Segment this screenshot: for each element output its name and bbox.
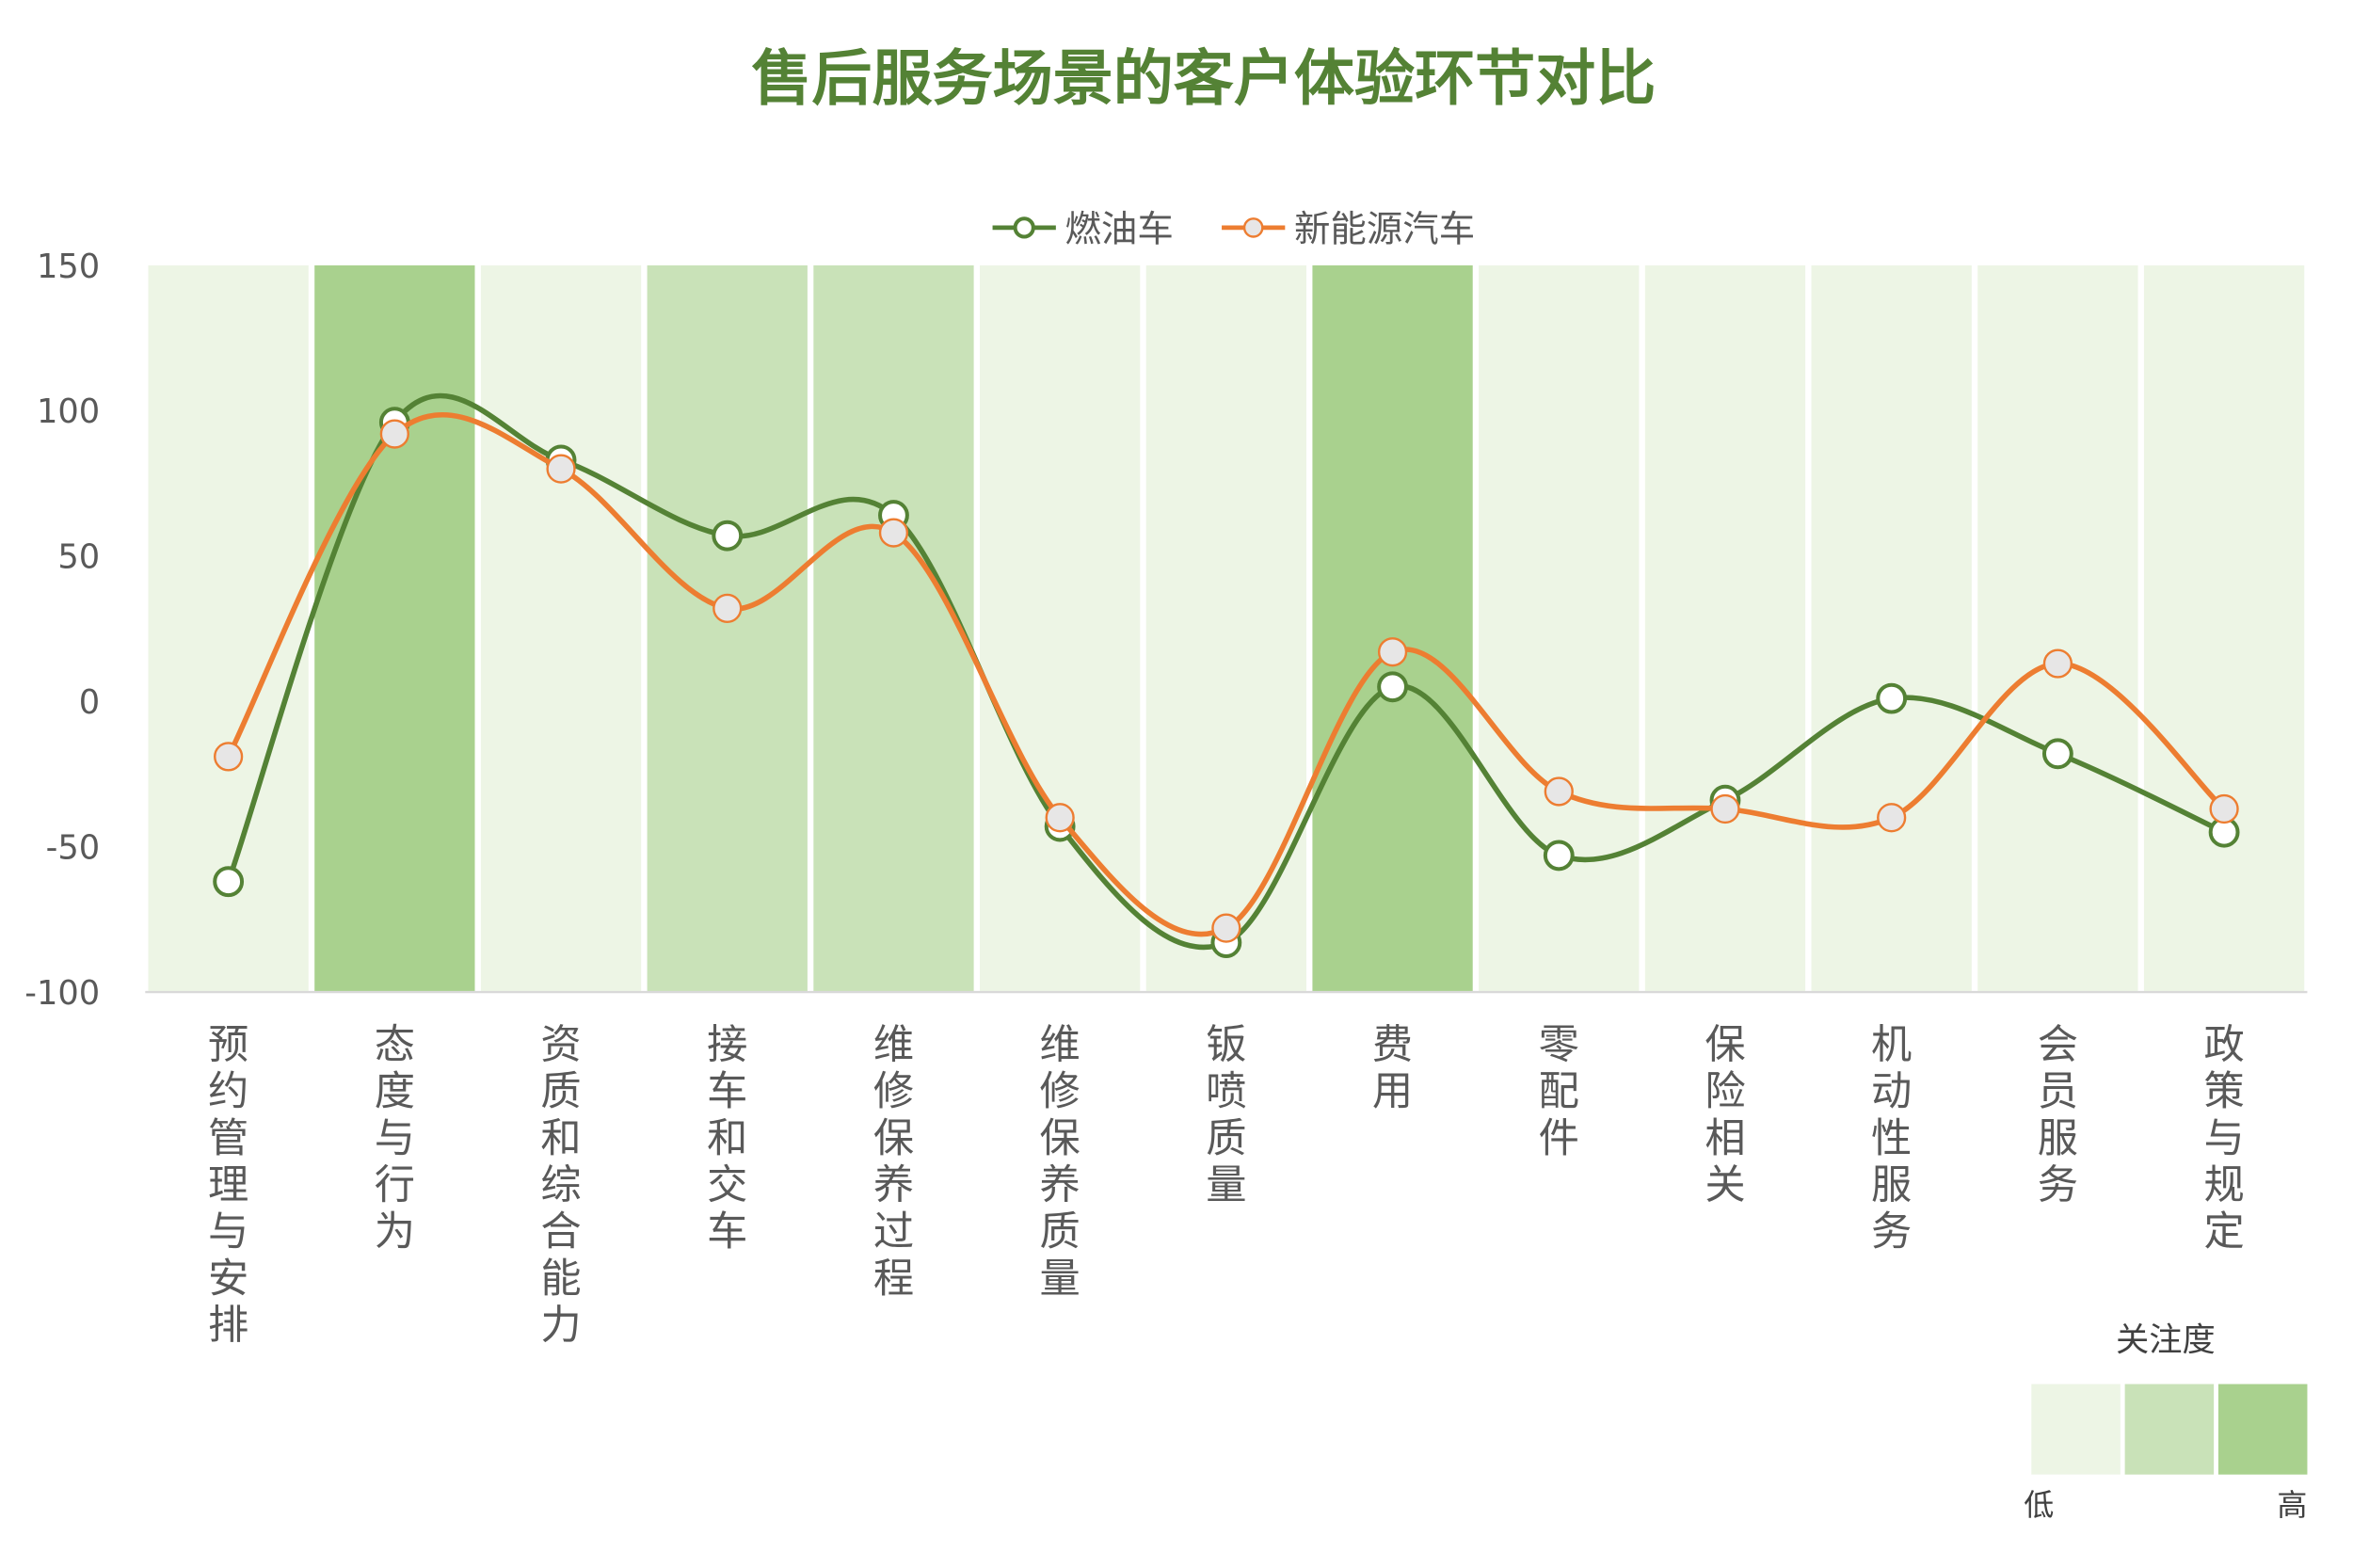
x-tick-label: 态度与行为 — [375, 1022, 415, 1256]
y-tick-label: 150 — [37, 248, 100, 286]
x-tick-label: 钣喷质量 — [1206, 1022, 1246, 1209]
x-tick-label: 预约管理与安排 — [208, 1022, 248, 1350]
series-line-gas — [226, 392, 2226, 951]
data-point — [2041, 738, 2073, 770]
legend-marker-gas — [1013, 216, 1035, 239]
data-point — [1211, 913, 1241, 943]
attention-band — [647, 264, 808, 993]
attention-band — [1145, 264, 1307, 993]
attention-band — [1811, 264, 1972, 993]
y-tick-label: 0 — [79, 683, 100, 722]
data-point — [1377, 637, 1408, 667]
data-point — [214, 742, 244, 772]
x-tick-label: 机动性服务 — [1871, 1022, 1912, 1256]
attention-band — [314, 264, 475, 993]
x-tick-label: 接车和交车 — [707, 1022, 747, 1256]
x-tick-label: 政策与规定 — [2203, 1022, 2244, 1256]
chart-title: 售后服务场景的客户体验环节对比 — [751, 45, 1656, 115]
data-point — [1543, 840, 1575, 872]
x-tick-label: 维修保养过程 — [873, 1022, 914, 1303]
data-point — [546, 454, 576, 484]
attention-swatch — [2031, 1384, 2121, 1475]
attention-legend-title: 关注度 — [2116, 1320, 2216, 1359]
y-tick-label: -50 — [46, 828, 101, 867]
y-tick-label: 100 — [37, 392, 100, 431]
data-point — [213, 866, 245, 898]
attention-swatch — [2124, 1384, 2215, 1475]
attention-band — [980, 264, 1141, 993]
attention-band — [480, 264, 642, 993]
x-tick-label: 保险相关 — [1705, 1022, 1745, 1209]
x-tick-label: 会员服务 — [2038, 1022, 2078, 1209]
attention-band — [1479, 264, 1640, 993]
legend-label-ev: 新能源汽车 — [1294, 208, 1475, 250]
data-point — [878, 518, 909, 548]
data-point — [1544, 776, 1574, 807]
attention-band — [2143, 264, 2305, 993]
attention-band — [1312, 264, 1473, 993]
data-point — [2209, 793, 2239, 824]
x-tick-label: 资质和综合能力 — [540, 1022, 581, 1350]
data-point — [1876, 682, 1908, 714]
attention-legend-low: 低 — [2024, 1487, 2054, 1523]
data-point — [2042, 648, 2073, 679]
y-tick-label: -100 — [24, 974, 100, 1013]
data-point — [1045, 803, 1075, 833]
attention-swatch — [2217, 1384, 2308, 1475]
x-tick-label: 维修保养质量 — [1040, 1022, 1080, 1303]
data-point — [379, 419, 409, 449]
attention-legend-high: 高 — [2277, 1487, 2307, 1523]
y-tick-label: 50 — [57, 538, 100, 577]
attention-band — [1977, 264, 2138, 993]
attention-legend: 关注度 低 高 — [2024, 1320, 2308, 1523]
x-tick-label: 费用 — [1372, 1022, 1413, 1116]
data-point — [1877, 803, 1907, 833]
data-point — [1377, 671, 1408, 703]
data-point — [712, 593, 743, 624]
attention-band — [813, 264, 974, 993]
legend: 燃油车 新能源汽车 — [992, 208, 1475, 250]
legend-label-gas: 燃油车 — [1064, 208, 1173, 250]
data-point — [712, 520, 744, 552]
x-tick-label: 零配件 — [1539, 1022, 1579, 1162]
attention-band — [1644, 264, 1806, 993]
legend-marker-ev — [1242, 217, 1264, 238]
data-point — [1710, 793, 1740, 824]
